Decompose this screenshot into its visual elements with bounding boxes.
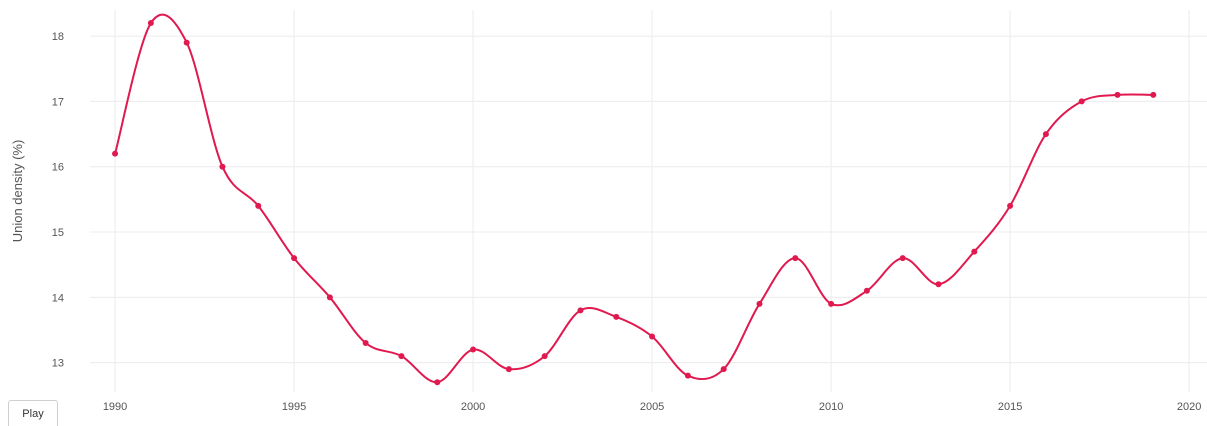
data-point[interactable] (326, 294, 333, 301)
y-tick-label: 16 (52, 162, 64, 174)
data-point[interactable] (899, 255, 906, 262)
x-tick-label: 2000 (461, 401, 485, 413)
data-point[interactable] (935, 281, 942, 288)
play-button[interactable]: Play (8, 400, 58, 426)
data-point[interactable] (971, 248, 978, 255)
data-point[interactable] (470, 346, 477, 353)
data-point[interactable] (434, 379, 441, 386)
data-point[interactable] (756, 300, 763, 307)
data-point[interactable] (720, 366, 727, 373)
y-tick-label: 14 (52, 292, 64, 304)
x-axis-ticks: 1990 1995 2000 2005 2010 2015 2020 (103, 401, 1202, 413)
data-point[interactable] (541, 353, 548, 360)
data-point[interactable] (291, 255, 298, 262)
series-line (114, 13, 1154, 384)
data-point[interactable] (255, 202, 262, 209)
x-tick-label: 2010 (819, 401, 843, 413)
data-point[interactable] (577, 307, 584, 314)
data-point[interactable] (613, 313, 620, 320)
y-axis-label: Union density (%) (10, 140, 25, 243)
x-tick-label: 2020 (1177, 401, 1201, 413)
x-tick-label: 2015 (998, 401, 1022, 413)
y-tick-label: 15 (52, 227, 64, 239)
y-tick-label: 13 (52, 358, 64, 370)
data-point[interactable] (1078, 98, 1085, 105)
data-point[interactable] (1007, 202, 1014, 209)
y-tick-label: 18 (52, 31, 64, 43)
data-point[interactable] (828, 300, 835, 307)
data-point[interactable] (1042, 131, 1049, 138)
data-point[interactable] (649, 333, 656, 340)
data-point[interactable] (684, 372, 691, 379)
x-tick-label: 1995 (282, 401, 306, 413)
data-point[interactable] (398, 353, 405, 360)
x-tick-label: 1990 (103, 401, 127, 413)
y-axis-ticks: 13 14 15 16 17 18 (52, 31, 64, 369)
data-point[interactable] (792, 255, 799, 262)
data-point[interactable] (362, 340, 369, 347)
y-tick-label: 17 (52, 96, 64, 108)
data-point[interactable] (1150, 91, 1157, 98)
data-point[interactable] (183, 39, 190, 46)
data-point[interactable] (863, 287, 870, 294)
data-point[interactable] (505, 366, 512, 373)
data-point[interactable] (1114, 91, 1121, 98)
x-tick-label: 2005 (640, 401, 664, 413)
data-point[interactable] (219, 163, 226, 170)
data-point[interactable] (112, 150, 119, 157)
data-point[interactable] (147, 20, 154, 27)
data-points (112, 20, 1157, 386)
